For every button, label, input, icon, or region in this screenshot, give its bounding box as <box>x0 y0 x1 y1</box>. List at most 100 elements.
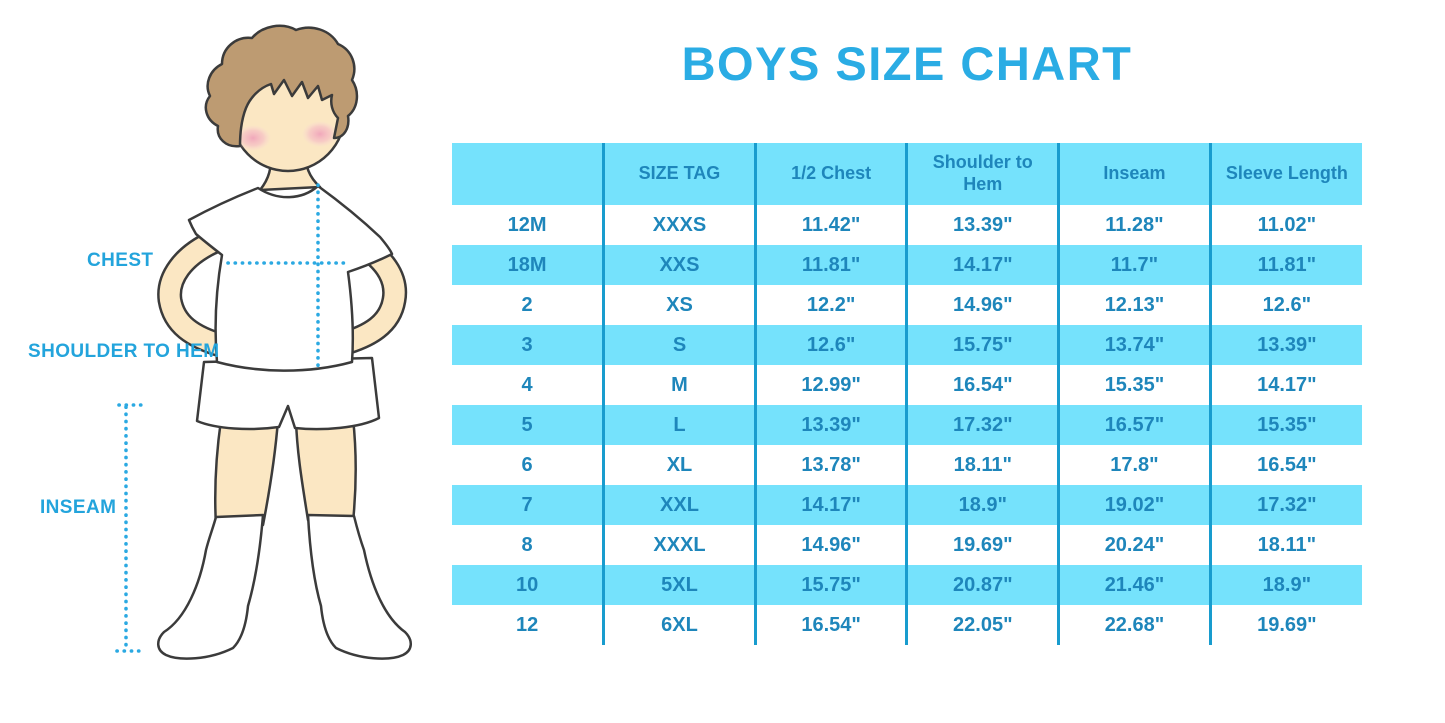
left-arm <box>159 232 234 356</box>
left-sock <box>157 513 265 660</box>
table-row: 2 XS 12.2" 14.96" 12.13" 12.6" <box>452 285 1362 325</box>
table-row: 7 XXL 14.17" 18.9" 19.02" 17.32" <box>452 485 1362 525</box>
measurement-cell: 18.9" <box>1208 565 1362 605</box>
boy-illustration <box>115 24 412 660</box>
size-table-header: SIZE TAG 1/2 Chest Shoulder to Hem Insea… <box>452 143 1362 205</box>
size-table: SIZE TAG 1/2 Chest Shoulder to Hem Insea… <box>452 143 1362 645</box>
header-row: SIZE TAG 1/2 Chest Shoulder to Hem Insea… <box>452 143 1362 205</box>
measurement-cell: 11.28" <box>1057 205 1211 245</box>
table-row: 8 XXXL 14.96" 19.69" 20.24" 18.11" <box>452 525 1362 565</box>
measurement-cell: 12.99" <box>753 365 907 405</box>
age-size-cell: 12 <box>515 613 539 636</box>
measurement-cell: 11.42" <box>753 205 907 245</box>
blush-left-cheek <box>235 125 271 151</box>
right-sock <box>306 513 412 660</box>
shorts <box>195 356 381 431</box>
measurement-cell: 18.11" <box>905 445 1059 485</box>
measurement-cell: 14.96" <box>753 525 907 565</box>
measurement-cell: 11.7" <box>1057 245 1211 285</box>
measurement-cell: 15.75" <box>753 565 907 605</box>
left-leg <box>213 418 280 528</box>
header-cell-blank <box>452 143 604 205</box>
measurement-cell: 21.46" <box>1057 565 1211 605</box>
measurement-cell: 13.78" <box>753 445 907 485</box>
table-row: 3 S 12.6" 15.75" 13.74" 13.39" <box>452 325 1362 365</box>
measurement-cell: 15.35" <box>1057 365 1211 405</box>
measurement-cell: 13.39" <box>905 205 1059 245</box>
measurement-cell: 16.54" <box>753 605 907 645</box>
measurement-cell: XXL <box>602 485 756 525</box>
measurement-cell: 5XL <box>602 565 756 605</box>
measurement-cell: M <box>602 365 756 405</box>
measurement-cell: 11.81" <box>753 245 907 285</box>
measurement-cell: 22.68" <box>1057 605 1211 645</box>
age-size-cell: 6 <box>521 453 533 476</box>
blush-right-cheek <box>302 121 338 147</box>
measurement-cell: S <box>602 325 756 365</box>
measurement-cell: 12.6" <box>1208 285 1362 325</box>
measurement-cell: 18.9" <box>905 485 1059 525</box>
measurement-cell: 12.6" <box>753 325 907 365</box>
measurement-cell: 11.02" <box>1208 205 1362 245</box>
table-row: 10 5XL 15.75" 20.87" 21.46" 18.9" <box>452 565 1362 605</box>
table-row: 5 L 13.39" 17.32" 16.57" 15.35" <box>452 405 1362 445</box>
age-size-cell: 10 <box>515 573 539 596</box>
measurement-cell: 22.05" <box>905 605 1059 645</box>
measurement-cell: XXXL <box>602 525 756 565</box>
measurement-cell: 13.39" <box>1208 325 1362 365</box>
measurement-cell: 17.32" <box>1208 485 1362 525</box>
measurement-cell: L <box>602 405 756 445</box>
age-size-cell: 18M <box>507 253 547 276</box>
table-row: 6 XL 13.78" 18.11" 17.8" 16.54" <box>452 445 1362 485</box>
table-row: 12M XXXS 11.42" 13.39" 11.28" 11.02" <box>452 205 1362 245</box>
measurement-cell: 14.17" <box>753 485 907 525</box>
right-leg <box>294 416 357 524</box>
measurement-cell: XXS <box>602 245 756 285</box>
table-row: 18M XXS 11.81" 14.17" 11.7" 11.81" <box>452 245 1362 285</box>
measurement-cell: 19.02" <box>1057 485 1211 525</box>
header-cell-shoulder-hem: Shoulder to Hem <box>905 143 1059 205</box>
measurement-cell: 14.17" <box>905 245 1059 285</box>
measurement-cell: 14.96" <box>905 285 1059 325</box>
measurement-cell: 6XL <box>602 605 756 645</box>
measurement-cell: 11.81" <box>1208 245 1362 285</box>
measurement-cell: 19.69" <box>905 525 1059 565</box>
age-size-cell: 12M <box>507 213 547 236</box>
measurement-cell: 20.87" <box>905 565 1059 605</box>
measurement-cell: 12.2" <box>753 285 907 325</box>
age-size-cell: 5 <box>521 413 533 436</box>
measurement-cell: XL <box>602 445 756 485</box>
measurement-cell: 17.32" <box>905 405 1059 445</box>
table-row: 4 M 12.99" 16.54" 15.35" 14.17" <box>452 365 1362 405</box>
header-cell-half-chest: 1/2 Chest <box>753 143 907 205</box>
header-cell-inseam: Inseam <box>1057 143 1211 205</box>
age-size-cell: 2 <box>521 293 533 316</box>
measurement-cell: XXXS <box>602 205 756 245</box>
age-size-cell: 4 <box>521 373 533 396</box>
measurement-cell: 20.24" <box>1057 525 1211 565</box>
measurement-cell: 12.13" <box>1057 285 1211 325</box>
hair <box>204 24 359 148</box>
shoulder-to-hem-label: SHOULDER TO HEM <box>28 341 220 362</box>
header-cell-sleeve-length: Sleeve Length <box>1208 143 1362 205</box>
measurement-cell: 15.75" <box>905 325 1059 365</box>
chest-label: CHEST <box>87 250 154 271</box>
measurement-cell: XS <box>602 285 756 325</box>
measurement-cell: 16.54" <box>905 365 1059 405</box>
measurement-cell: 19.69" <box>1208 605 1362 645</box>
table-row: 12 6XL 16.54" 22.05" 22.68" 19.69" <box>452 605 1362 645</box>
measurement-cell: 13.39" <box>753 405 907 445</box>
measurement-cell: 18.11" <box>1208 525 1362 565</box>
age-size-cell: 7 <box>521 493 533 516</box>
measurement-cell: 14.17" <box>1208 365 1362 405</box>
inseam-label: INSEAM <box>40 497 117 518</box>
measurement-cell: 15.35" <box>1208 405 1362 445</box>
age-size-cell: 8 <box>521 533 533 556</box>
measurement-cell: 16.54" <box>1208 445 1362 485</box>
page-title: BOYS SIZE CHART <box>681 37 1133 90</box>
age-size-cell: 3 <box>521 333 533 356</box>
measurement-cell: 17.8" <box>1057 445 1211 485</box>
t-shirt <box>187 184 394 372</box>
measurement-cell: 16.57" <box>1057 405 1211 445</box>
